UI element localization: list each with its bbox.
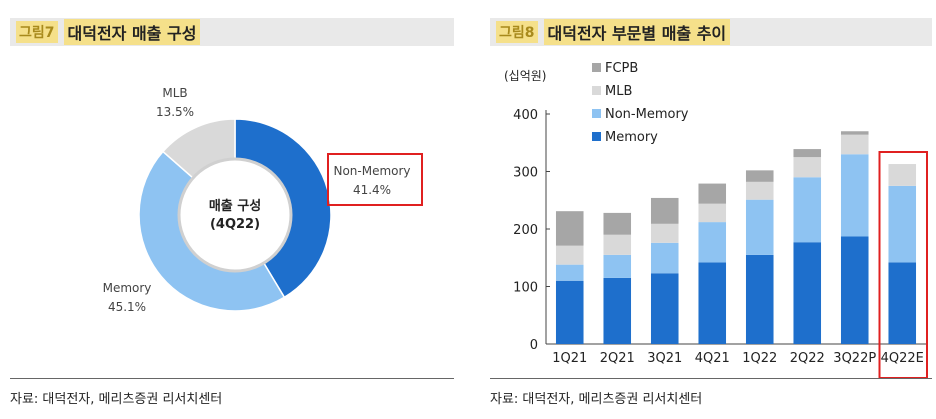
y-tick-label: 100 xyxy=(513,281,538,296)
legend-label-fcpb: FCPB xyxy=(605,61,638,76)
donut-center-circle xyxy=(177,157,293,273)
bar-memory-1q21 xyxy=(555,280,584,344)
x-tick-label: 1Q21 xyxy=(552,351,587,366)
x-tick-label: 2Q22 xyxy=(790,351,825,366)
nonmemory-highlight-box xyxy=(327,153,423,206)
y-tick-label: 0 xyxy=(530,338,538,353)
bar-nonmemory-2q22 xyxy=(793,177,822,243)
bar-memory-2q22 xyxy=(793,242,822,344)
right-title-bar: 그림8 대덕전자 부문별 매출 추이 xyxy=(490,18,932,46)
bar-mlb-4q21 xyxy=(698,203,727,223)
bar-fcpb-2q22 xyxy=(793,149,822,158)
left-figure-panel: 그림7 대덕전자 매출 구성 매출 구성 (4Q22) MLB 13.5% No… xyxy=(0,0,458,419)
left-source-divider xyxy=(10,378,454,379)
donut-chart: 매출 구성 (4Q22) MLB 13.5% Non-Memory 41.4% … xyxy=(103,86,423,314)
bar-fcpb-1q22 xyxy=(745,170,774,182)
slice-label-mlb-name: MLB xyxy=(162,86,187,100)
bar-memory-3q22p xyxy=(840,236,869,344)
right-figure-panel: 그림8 대덕전자 부문별 매출 추이 (십억원) 0 100 200 300 400 1Q… xyxy=(480,0,936,419)
x-tick-label: 1Q22 xyxy=(742,351,777,366)
bar-mlb-4q22e xyxy=(888,164,917,186)
y-tick-label: 400 xyxy=(513,108,538,123)
y-tick-label: 300 xyxy=(513,166,538,181)
donut-center-label-line1: 매출 구성 xyxy=(209,198,261,214)
bar-fcpb-2q21 xyxy=(603,212,632,235)
slice-label-memory-value: 45.1% xyxy=(108,300,146,314)
slice-label-nonmemory-value: 41.4% xyxy=(353,183,391,197)
bar-memory-3q21 xyxy=(650,273,679,344)
bar-memory-1q22 xyxy=(745,254,774,344)
bar-memory-4q22e xyxy=(888,262,917,344)
right-source-divider xyxy=(490,378,932,379)
slice-label-mlb-value: 13.5% xyxy=(156,105,194,119)
y-tick-label: 200 xyxy=(513,223,538,238)
legend-swatch-mlb xyxy=(592,86,601,95)
bar-mlb-2q22 xyxy=(793,157,822,178)
bar-mlb-1q22 xyxy=(745,181,774,200)
right-source-note: 자료: 대덕전자, 메리츠증권 리서치센터 xyxy=(490,392,703,407)
bar-memory-2q21 xyxy=(603,277,632,344)
left-source-note: 자료: 대덕전자, 메리츠증권 리서치센터 xyxy=(10,392,223,407)
legend-label-nonmemory: Non-Memory xyxy=(605,107,689,122)
bar-nonmemory-4q22e xyxy=(888,185,917,263)
bar-mlb-1q21 xyxy=(555,245,584,265)
bar-fcpb-3q21 xyxy=(650,197,679,224)
bar-nonmemory-4q21 xyxy=(698,222,727,263)
x-tick-label: 3Q22P xyxy=(833,351,876,366)
bar-memory-4q21 xyxy=(698,262,727,344)
bar-mlb-3q21 xyxy=(650,223,679,243)
x-tick-label: 4Q21 xyxy=(695,351,730,366)
legend-label-memory: Memory xyxy=(605,130,658,145)
x-tick-label: 3Q21 xyxy=(647,351,682,366)
left-figure-title: 대덕전자 매출 구성 xyxy=(63,19,201,45)
bar-nonmemory-3q21 xyxy=(650,242,679,274)
x-tick-label: 4Q22E xyxy=(881,351,924,366)
left-title-bar: 그림7 대덕전자 매출 구성 xyxy=(10,18,454,46)
slice-label-memory-name: Memory xyxy=(103,281,152,295)
donut-center-label-line2: (4Q22) xyxy=(210,217,260,232)
legend-swatch-fcpb xyxy=(592,63,601,72)
legend-swatch-nonmemory xyxy=(592,109,601,118)
bar-nonmemory-1q22 xyxy=(745,199,774,255)
bar-mlb-2q21 xyxy=(603,234,632,255)
stacked-bar-chart: (십억원) 0 100 200 300 400 1Q21 2Q21 3Q21 4Q21 1Q22 2… xyxy=(504,61,928,379)
right-figure-title: 대덕전자 부문별 매출 추이 xyxy=(543,19,731,45)
legend-swatch-memory xyxy=(592,132,601,141)
legend-label-mlb: MLB xyxy=(605,84,632,99)
bar-fcpb-1q21 xyxy=(555,211,584,246)
bar-nonmemory-2q21 xyxy=(603,254,632,278)
bar-fcpb-3q22p xyxy=(840,131,869,135)
bar-nonmemory-1q21 xyxy=(555,264,584,281)
x-tick-label: 2Q21 xyxy=(600,351,635,366)
bar-nonmemory-3q22p xyxy=(840,154,869,237)
y-axis-unit-label: (십억원) xyxy=(504,69,546,83)
bar-mlb-3q22p xyxy=(840,134,869,155)
slice-label-nonmemory-name: Non-Memory xyxy=(333,164,410,178)
bar-fcpb-4q21 xyxy=(698,183,727,204)
right-figure-number: 그림8 xyxy=(496,21,538,43)
left-figure-number: 그림7 xyxy=(16,21,58,43)
